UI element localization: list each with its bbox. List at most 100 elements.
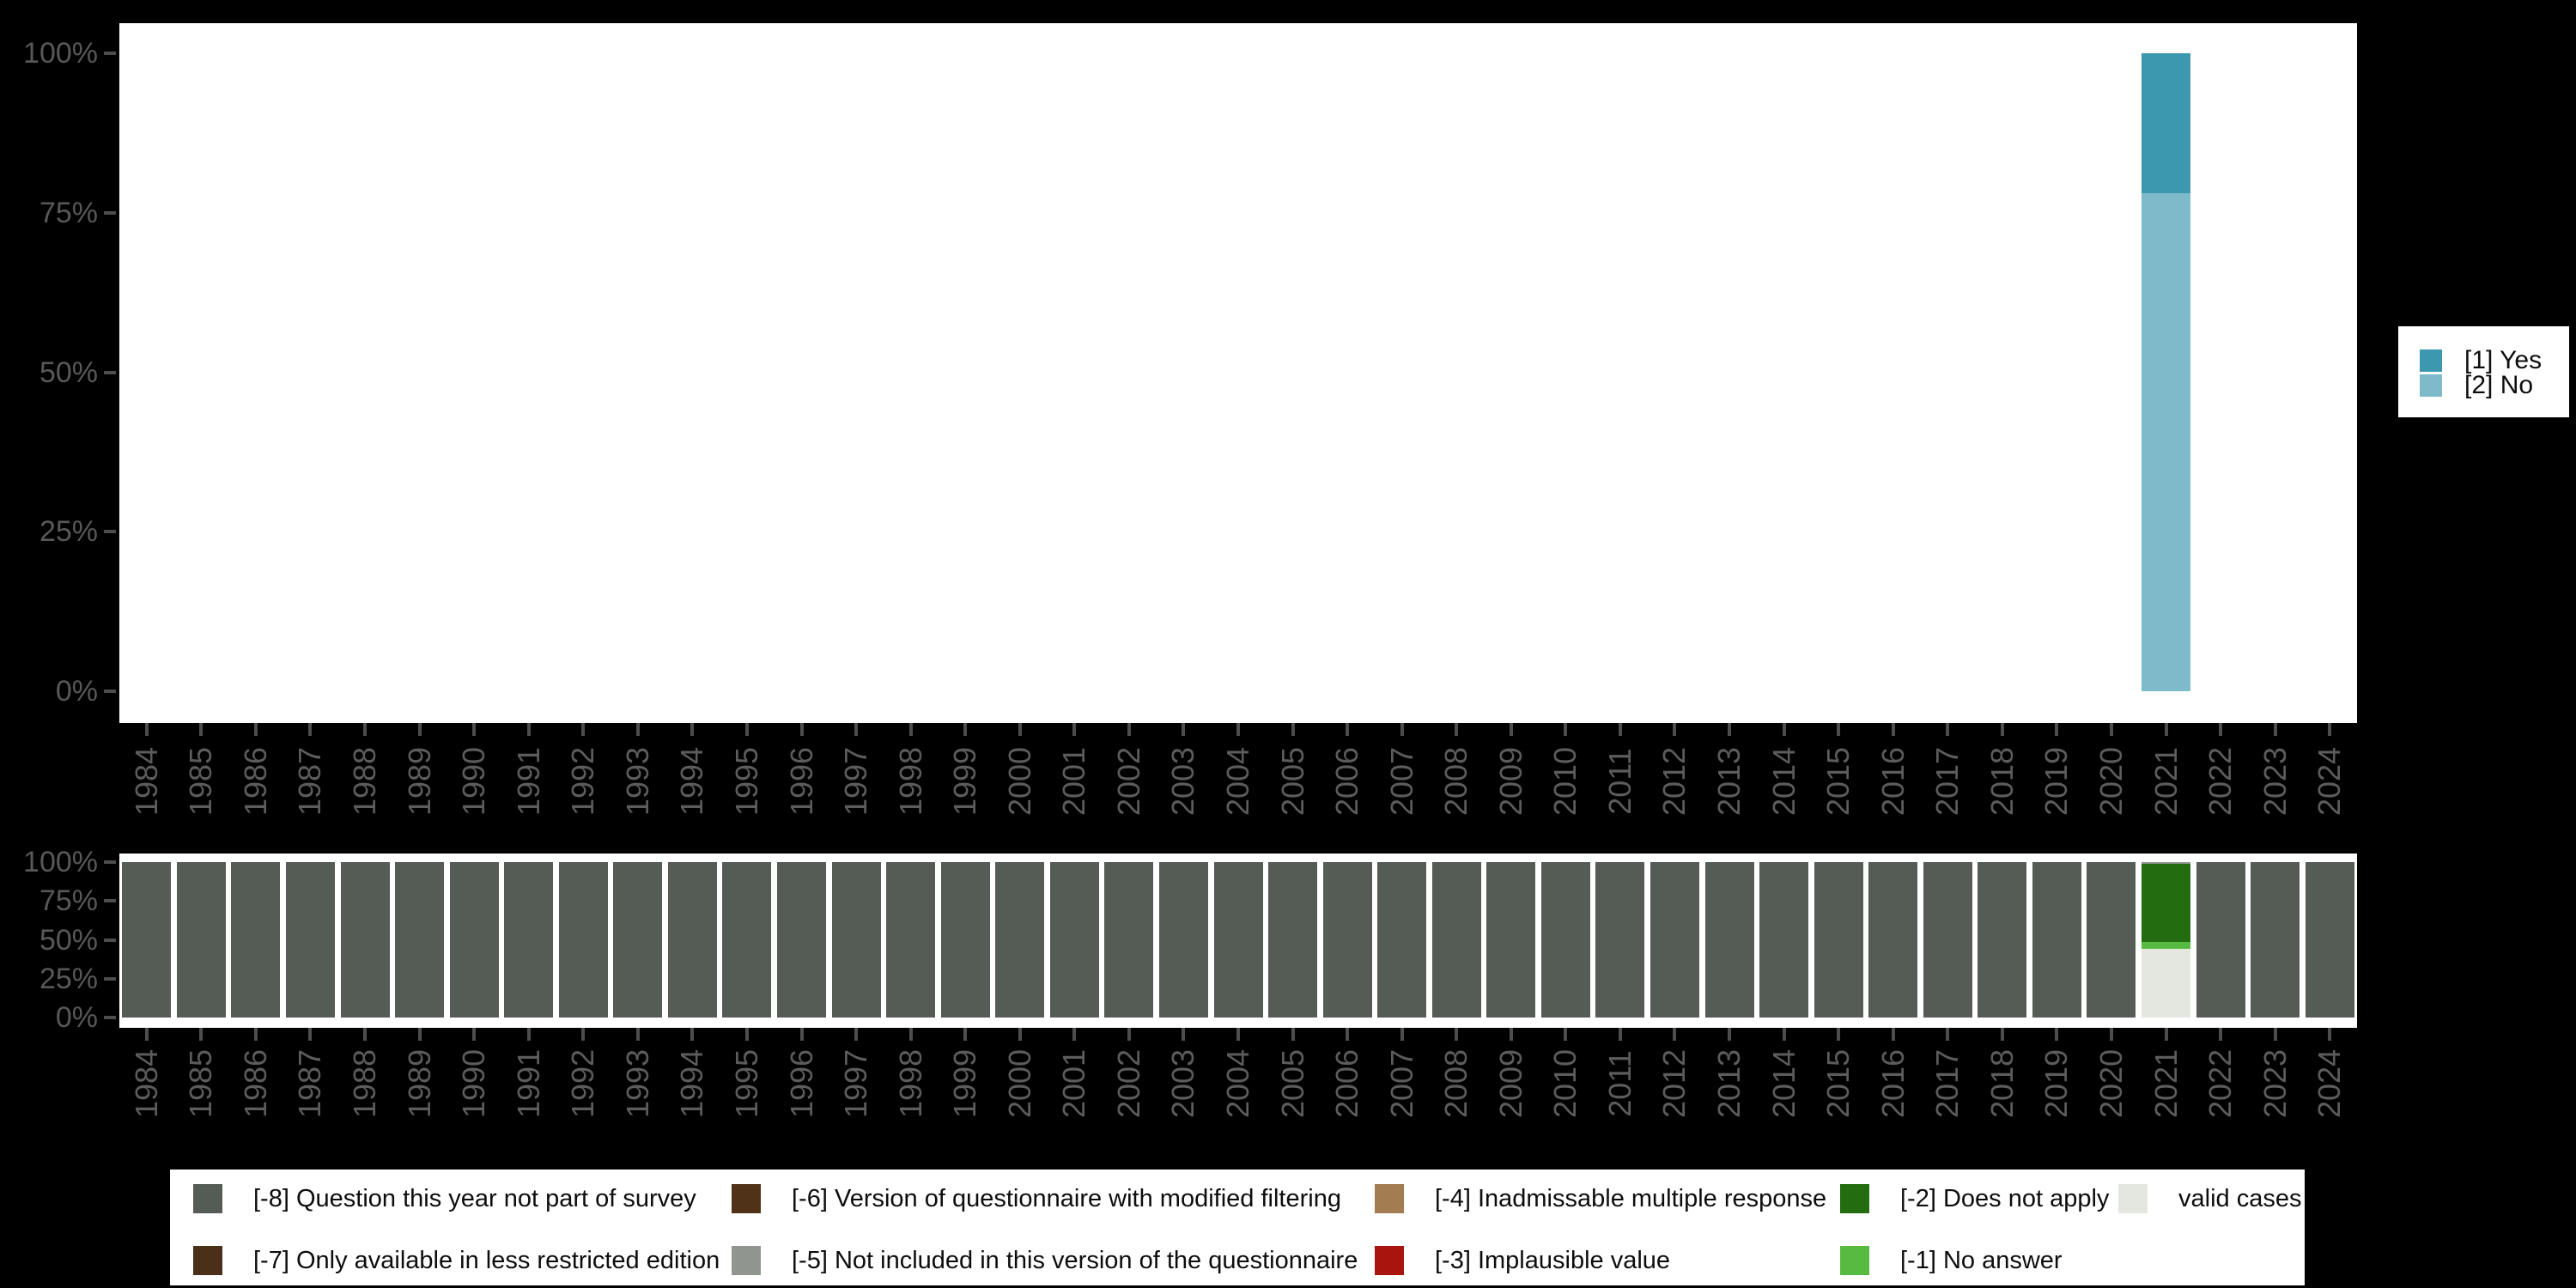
x-axis-tick bbox=[199, 1028, 204, 1041]
bar-2016 bbox=[1868, 862, 1918, 1018]
bar-2024 bbox=[2305, 862, 2354, 1018]
x-axis-label-2019: 2019 bbox=[2038, 746, 2075, 817]
legend-swatch bbox=[2420, 349, 2442, 372]
x-axis-label-1999: 1999 bbox=[947, 746, 983, 817]
bar-1990 bbox=[449, 862, 499, 1018]
segment-8-question-this-year-not-part-of-survey bbox=[1377, 862, 1427, 1018]
segment-8-question-this-year-not-part-of-survey bbox=[1431, 862, 1481, 1018]
x-axis-label-2007: 2007 bbox=[1383, 746, 1419, 817]
y-axis-label: 100% bbox=[23, 37, 98, 70]
x-axis-tick bbox=[1291, 723, 1295, 736]
legend-label: [-5] Not included in this version of the… bbox=[792, 1246, 1358, 1274]
x-axis-tick bbox=[1346, 1028, 1350, 1041]
x-axis-label-2019: 2019 bbox=[2038, 1048, 2075, 1119]
segment-8-question-this-year-not-part-of-survey bbox=[122, 862, 172, 1018]
x-axis-tick bbox=[1891, 1028, 1895, 1041]
y-axis-label: 50% bbox=[39, 923, 98, 957]
x-axis-tick bbox=[363, 1028, 368, 1041]
segment-8-question-this-year-not-part-of-survey bbox=[2032, 862, 2081, 1018]
x-axis-label-2024: 2024 bbox=[2312, 1048, 2348, 1119]
x-axis-tick bbox=[1236, 723, 1240, 736]
x-axis-label-1992: 1992 bbox=[565, 1048, 601, 1119]
x-axis-tick bbox=[1127, 723, 1131, 736]
bar-1988 bbox=[340, 862, 390, 1018]
bar-1986 bbox=[231, 862, 281, 1018]
x-axis-label-1998: 1998 bbox=[892, 746, 928, 817]
segment-8-question-this-year-not-part-of-survey bbox=[1486, 862, 1536, 1018]
x-axis-label-2018: 2018 bbox=[1984, 1048, 2020, 1119]
x-axis-tick bbox=[1509, 1028, 1513, 1041]
x-axis-tick bbox=[1346, 723, 1350, 736]
x-axis-tick bbox=[2164, 1028, 2168, 1041]
x-axis-tick bbox=[199, 723, 204, 736]
x-axis-tick bbox=[635, 723, 640, 736]
x-axis-tick bbox=[1891, 723, 1895, 736]
segment-8-question-this-year-not-part-of-survey bbox=[504, 862, 554, 1018]
x-axis-tick bbox=[690, 723, 695, 736]
segment-2-no bbox=[2142, 193, 2191, 691]
x-axis-label-2008: 2008 bbox=[1438, 1048, 1474, 1119]
x-axis-label-2006: 2006 bbox=[1329, 1048, 1365, 1119]
x-axis-tick bbox=[799, 723, 804, 736]
x-axis-tick bbox=[1236, 1028, 1240, 1041]
x-axis-tick bbox=[799, 1028, 804, 1041]
legend-label: [-2] Does not apply bbox=[1900, 1184, 2110, 1212]
bar-2010 bbox=[1540, 862, 1590, 1018]
x-axis-tick bbox=[581, 1028, 586, 1041]
x-axis-label-2016: 2016 bbox=[1874, 746, 1911, 817]
bar-1999 bbox=[940, 862, 990, 1018]
segment-1-no-answer bbox=[2142, 942, 2191, 950]
x-axis-label-1991: 1991 bbox=[510, 1048, 546, 1119]
legend-swatch bbox=[1840, 1246, 1869, 1275]
x-axis-label-2014: 2014 bbox=[1765, 1048, 1801, 1119]
bar-2021 bbox=[2142, 862, 2191, 1018]
y-axis-label: 75% bbox=[39, 884, 98, 918]
x-axis-tick bbox=[2164, 723, 2168, 736]
y-axis-tick bbox=[104, 52, 116, 55]
bar-1984 bbox=[122, 862, 172, 1018]
bottom-legend-box: [-8] Question this year not part of surv… bbox=[170, 1170, 2305, 1285]
x-axis-label-2005: 2005 bbox=[1274, 746, 1310, 817]
x-axis-tick bbox=[1618, 723, 1622, 736]
segment-8-question-this-year-not-part-of-survey bbox=[1759, 862, 1809, 1018]
x-axis-label-1993: 1993 bbox=[619, 1048, 655, 1119]
x-axis-label-2020: 2020 bbox=[2093, 746, 2129, 817]
segment-8-question-this-year-not-part-of-survey bbox=[1814, 862, 1863, 1018]
x-axis-tick bbox=[1455, 723, 1459, 736]
x-axis-label-2001: 2001 bbox=[1056, 746, 1092, 817]
x-axis-label-1996: 1996 bbox=[783, 1048, 819, 1119]
y-axis-tick bbox=[104, 210, 116, 215]
y-axis-label: 50% bbox=[39, 355, 98, 389]
y-axis-label: 25% bbox=[39, 515, 98, 549]
bar-1994 bbox=[667, 862, 717, 1018]
x-axis-label-2006: 2006 bbox=[1329, 746, 1365, 817]
x-axis-label-2015: 2015 bbox=[1820, 746, 1856, 817]
x-axis-label-2012: 2012 bbox=[1656, 1048, 1692, 1119]
segment-8-question-this-year-not-part-of-survey bbox=[558, 862, 608, 1018]
segment-8-question-this-year-not-part-of-survey bbox=[1268, 862, 1318, 1018]
segment-8-question-this-year-not-part-of-survey bbox=[722, 862, 772, 1018]
x-axis-tick bbox=[1946, 1028, 1950, 1041]
x-axis-tick bbox=[1782, 723, 1786, 736]
x-axis-tick bbox=[1455, 1028, 1459, 1041]
x-axis-tick bbox=[308, 1028, 313, 1041]
segment-8-question-this-year-not-part-of-survey bbox=[831, 862, 881, 1018]
x-axis-label-2013: 2013 bbox=[1711, 1048, 1747, 1119]
x-axis-label-2013: 2013 bbox=[1711, 746, 1747, 817]
bar-2011 bbox=[1595, 862, 1645, 1018]
x-axis-tick bbox=[963, 1028, 968, 1041]
x-axis-tick bbox=[1072, 1028, 1077, 1041]
x-axis-label-2017: 2017 bbox=[1929, 1048, 1965, 1119]
x-axis-label-1991: 1991 bbox=[510, 746, 546, 817]
segment-8-question-this-year-not-part-of-survey bbox=[1322, 862, 1372, 1018]
legend-item: valid cases bbox=[2118, 1183, 2301, 1214]
bar-2008 bbox=[1431, 862, 1481, 1018]
bar-2001 bbox=[1049, 862, 1099, 1018]
x-axis-label-1999: 1999 bbox=[947, 1048, 983, 1119]
legend-item: [-2] Does not apply bbox=[1840, 1183, 2109, 1214]
segment-8-question-this-year-not-part-of-survey bbox=[340, 862, 390, 1018]
x-axis-tick bbox=[2328, 723, 2332, 736]
x-axis-label-2003: 2003 bbox=[1165, 1048, 1201, 1119]
legend-swatch bbox=[1375, 1184, 1404, 1213]
